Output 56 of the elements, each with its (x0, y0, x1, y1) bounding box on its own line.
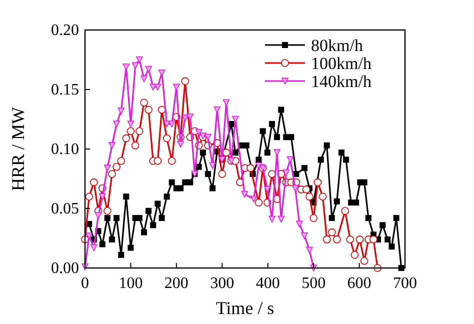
point (168, 120, 176, 128)
x-tick-label: 700 (393, 275, 417, 292)
x-tick-label: 0 (81, 275, 89, 292)
point (214, 106, 221, 114)
point (177, 140, 184, 148)
point (241, 190, 248, 198)
point (286, 156, 294, 164)
x-tick-label: 600 (347, 275, 372, 292)
legend-label: 100km/h (311, 54, 372, 73)
y-tick-label: 0.10 (51, 141, 79, 158)
point (278, 216, 285, 223)
point (108, 142, 116, 149)
point (292, 184, 299, 192)
point (268, 216, 276, 223)
legend-label: 80km/h (311, 36, 364, 55)
point (98, 193, 106, 200)
point (132, 62, 139, 70)
x-tick-label: 400 (256, 275, 280, 292)
x-tick-label: 300 (210, 275, 234, 292)
point (90, 244, 98, 252)
point (94, 212, 102, 220)
point (204, 134, 212, 140)
point (296, 220, 303, 228)
point (186, 113, 194, 120)
point (195, 128, 202, 136)
point (113, 120, 120, 128)
point (209, 162, 216, 170)
point (222, 99, 230, 106)
point (182, 114, 189, 122)
point (163, 120, 170, 128)
point (150, 84, 157, 91)
y-tick-label: 0.20 (51, 22, 79, 39)
point (154, 84, 162, 91)
x-tick-label: 500 (302, 275, 326, 292)
point (306, 246, 313, 254)
x-tick-label: 200 (164, 275, 188, 292)
y-tick-label: 0.00 (51, 260, 79, 277)
legend-label: 140km/h (311, 72, 372, 91)
y-tick-label: 0.15 (51, 82, 79, 98)
point (127, 120, 134, 128)
x-tick-label: 100 (118, 275, 143, 292)
point (301, 232, 308, 240)
point (158, 69, 166, 76)
point (274, 149, 280, 156)
x-axis-title: Time / s (216, 298, 274, 318)
point (250, 196, 258, 202)
point (145, 66, 152, 73)
point (118, 108, 125, 114)
point (264, 186, 271, 193)
point (104, 164, 111, 172)
y-axis-title: HRR / MW (8, 106, 28, 192)
point (136, 56, 143, 64)
point (282, 169, 290, 176)
point (122, 63, 130, 70)
point (140, 75, 148, 82)
y-tick-label: 0.05 (51, 200, 79, 218)
